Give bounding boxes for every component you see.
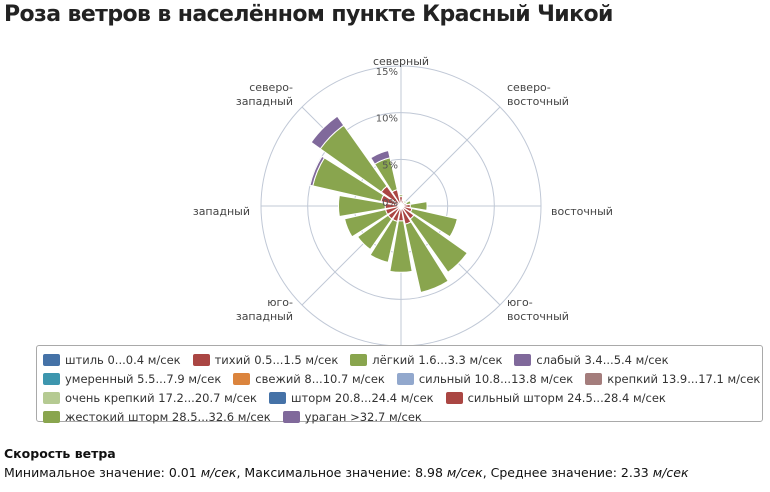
legend-item[interactable]: шторм 20.8...24.4 м/сек [268, 390, 434, 405]
legend-swatch [514, 353, 532, 366]
direction-label: восточный [551, 205, 613, 218]
legend-item[interactable]: крепкий 13.9...17.1 м/сек [585, 372, 760, 386]
wind-speed-heading: Скорость ветра [4, 446, 116, 461]
petal-segment[interactable] [310, 115, 345, 150]
avg-value: 2.33 [620, 465, 649, 480]
direction-label: северо-западный [236, 81, 293, 108]
wind-speed-summary: Минимальное значение: 0.01 м/сек, Максим… [4, 465, 689, 480]
petal-segment[interactable] [337, 194, 386, 218]
direction-label: юго-западный [236, 296, 293, 323]
grid-spoke [400, 106, 501, 207]
max-label: Максимальное значение: [244, 465, 412, 480]
legend-swatch [43, 410, 60, 423]
petal-segment[interactable] [449, 218, 459, 238]
legend-label: крепкий 13.9...17.1 м/сек [607, 371, 761, 386]
radial-tick-label: 15% [376, 67, 398, 78]
legend-swatch [43, 372, 60, 385]
wind-rose-chart: 0% 5% 10% 15%северный северо-восточный восточ… [193, 55, 613, 345]
petal-segment[interactable] [369, 218, 399, 264]
legend-item[interactable]: лёгкий 1.6...3.3 м/сек [350, 353, 502, 367]
direction-label: юго-восточный [507, 296, 569, 323]
legend-swatch [268, 391, 286, 404]
legend-item[interactable]: сильный шторм 24.5...28.4 м/сек [445, 390, 666, 405]
radial-tick-label: 0% [382, 198, 398, 209]
legend-label: сильный шторм 24.5...28.4 м/сек [467, 390, 666, 405]
legend-label: штиль 0...0.4 м/сек [65, 352, 181, 367]
legend-row: умеренный 5.5...7.9 м/сек свежий 8...10.7… [43, 369, 762, 388]
petal-segment[interactable] [409, 214, 468, 273]
avg-label: Среднее значение: [490, 465, 617, 480]
petal-segment[interactable] [309, 155, 326, 187]
legend-item[interactable]: умеренный 5.5...7.9 м/сек [43, 372, 221, 386]
legend-swatch [585, 372, 603, 385]
min-unit: м/сек [200, 465, 237, 480]
legend-row: очень крепкий 17.2...20.7 м/сек шторм 20.… [43, 388, 762, 407]
petal-segment[interactable] [409, 201, 428, 211]
direction-label: северный [373, 55, 429, 68]
legend-label: очень крепкий 17.2...20.7 м/сек [65, 390, 257, 405]
avg-unit: м/сек [652, 465, 689, 480]
legend-row: жестокий шторм 28.5...32.6 м/сек ураган >… [43, 407, 762, 426]
legend-swatch [282, 410, 300, 423]
legend-label: слабый 3.4...5.4 м/сек [536, 352, 669, 367]
legend-swatch [396, 372, 414, 385]
min-value: 0.01 [168, 465, 197, 480]
direction-label: северо-восточный [507, 81, 569, 108]
legend-item[interactable]: тихий 0.5...1.5 м/сек [192, 352, 339, 367]
page-title: Роза ветров в населённом пункте Красный … [4, 2, 613, 27]
petal-segment[interactable] [389, 220, 413, 273]
legend-swatch [350, 353, 368, 366]
legend-label: ураган >32.7 м/сек [304, 409, 422, 424]
legend-label: сильный 10.8...13.8 м/сек [418, 371, 574, 386]
petal-segment[interactable] [343, 208, 389, 238]
max-value: 8.98 [415, 465, 443, 480]
legend-item[interactable]: слабый 3.4...5.4 м/сек [514, 352, 669, 367]
legend-label: тихий 0.5...1.5 м/сек [214, 352, 339, 367]
legend-label: лёгкий 1.6...3.3 м/сек [372, 352, 503, 367]
petal-segment[interactable] [404, 221, 449, 294]
legend-row: штиль 0...0.4 м/сек тихий 0.5...1.5 м/сек… [43, 350, 762, 369]
radial-tick-label: 10% [376, 114, 398, 125]
legend-swatch [43, 353, 60, 366]
legend-label: жестокий шторм 28.5...32.6 м/сек [65, 409, 271, 424]
legend-item[interactable]: очень крепкий 17.2...20.7 м/сек [43, 391, 257, 405]
legend-swatch [445, 391, 463, 404]
legend-item[interactable]: штиль 0...0.4 м/сек [43, 353, 181, 367]
petal-segment[interactable] [405, 199, 412, 206]
legend-item[interactable]: жестокий шторм 28.5...32.6 м/сек [43, 410, 271, 424]
legend-swatch [192, 353, 210, 366]
petal-segment[interactable] [370, 149, 391, 165]
legend-item[interactable]: свежий 8...10.7 м/сек [233, 372, 385, 386]
legend-item[interactable]: сильный 10.8...13.8 м/сек [396, 371, 574, 386]
direction-label: западный [193, 205, 250, 218]
min-label: Минимальное значение: [4, 465, 165, 480]
legend-label: свежий 8...10.7 м/сек [255, 371, 385, 386]
legend-swatch [233, 372, 251, 385]
legend-label: умеренный 5.5...7.9 м/сек [65, 371, 222, 386]
legend-item[interactable]: ураган >32.7 м/сек [282, 409, 422, 424]
petal-segment[interactable] [398, 194, 404, 198]
legend-swatch [43, 391, 60, 404]
max-unit: м/сек [446, 465, 483, 480]
petal-segment[interactable] [356, 214, 393, 251]
legend-label: шторм 20.8...24.4 м/сек [290, 390, 434, 405]
radial-tick-label: 5% [382, 160, 398, 171]
chart-legend: штиль 0...0.4 м/сек тихий 0.5...1.5 м/сек… [36, 345, 763, 424]
